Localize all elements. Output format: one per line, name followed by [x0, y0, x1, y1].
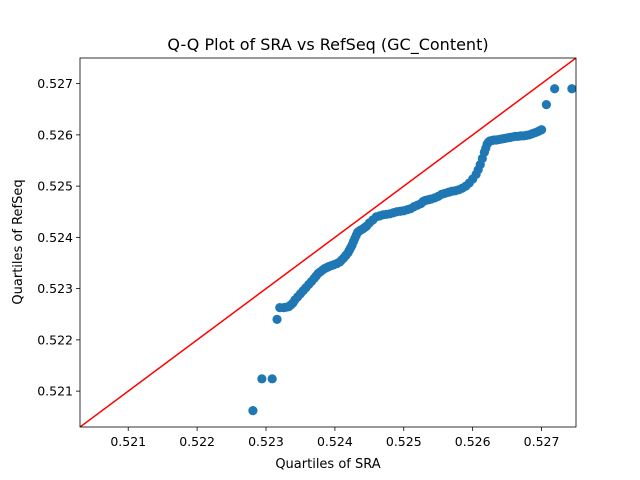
x-tick-label: 0.522: [179, 434, 215, 449]
y-tick-label: 0.522: [37, 332, 73, 347]
data-point: [567, 84, 576, 94]
data-point: [267, 374, 277, 384]
data-point: [248, 406, 258, 416]
y-tick-label: 0.527: [37, 76, 73, 91]
data-points: [248, 84, 576, 416]
y-tick-label: 0.523: [37, 281, 73, 296]
x-axis-label: Quartiles of SRA: [275, 457, 380, 472]
data-point: [536, 125, 547, 135]
data-point: [541, 100, 551, 110]
data-point: [272, 314, 282, 324]
chart-title: Q-Q Plot of SRA vs RefSeq (GC_Content): [167, 35, 488, 55]
y-tick-label: 0.521: [37, 384, 73, 399]
x-tick-label: 0.525: [386, 434, 422, 449]
x-tick-label: 0.521: [110, 434, 146, 449]
y-axis-ticks: 0.521 0.522 0.523 0.524 0.525 0.526 0.527: [37, 76, 80, 399]
plot-area: [80, 58, 576, 427]
data-point: [257, 374, 267, 384]
y-axis-label: Quartiles of RefSeq: [11, 179, 26, 304]
reference-line: [80, 58, 576, 427]
y-tick-label: 0.524: [37, 230, 73, 245]
x-axis-ticks: 0.521 0.522 0.523 0.524 0.525 0.526 0.527: [110, 427, 559, 449]
x-tick-label: 0.526: [455, 434, 491, 449]
data-point: [550, 84, 560, 94]
y-tick-label: 0.526: [37, 127, 73, 142]
y-tick-label: 0.525: [37, 179, 73, 194]
axes-frame: [79, 57, 577, 428]
x-tick-label: 0.524: [317, 434, 353, 449]
x-tick-label: 0.527: [524, 434, 560, 449]
x-tick-label: 0.523: [248, 434, 284, 449]
